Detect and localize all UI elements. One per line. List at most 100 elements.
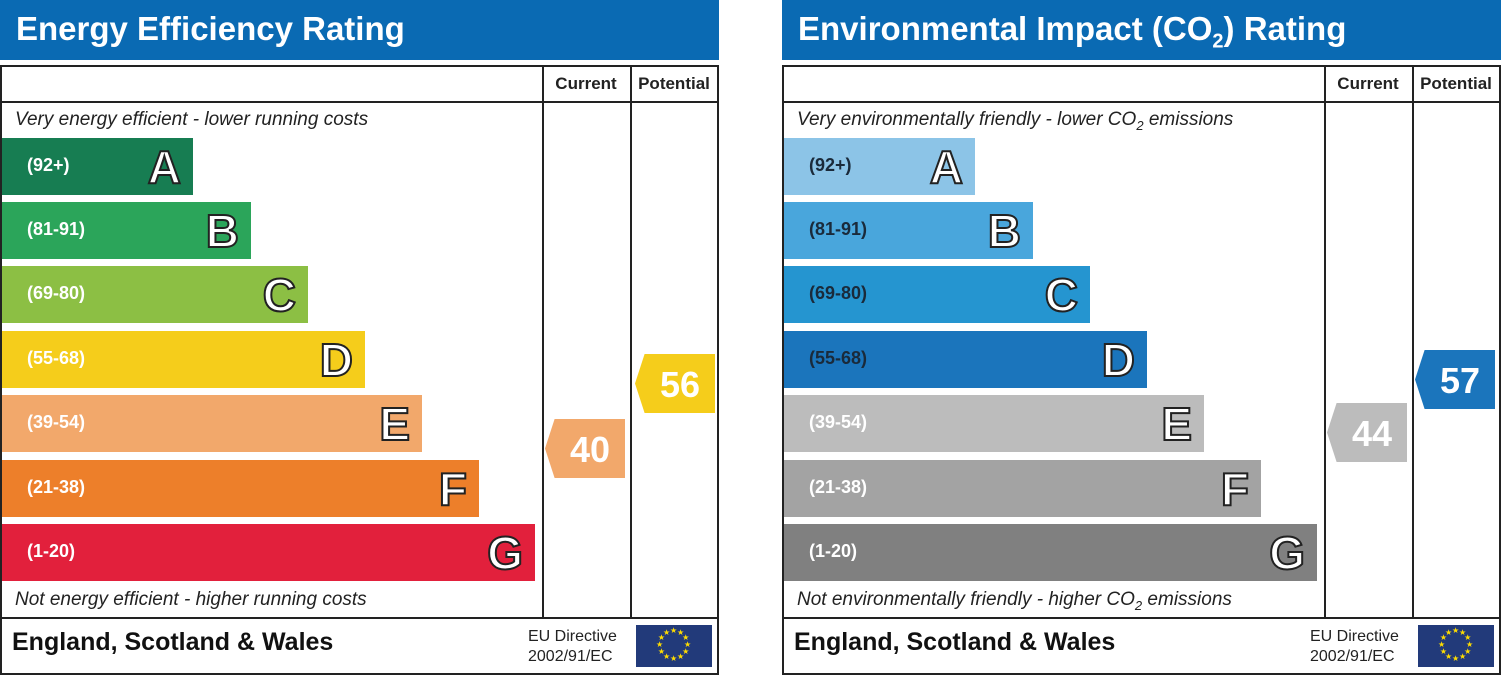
eu-directive: EU Directive 2002/91/EC	[528, 627, 617, 667]
note-sub: 2	[1134, 597, 1143, 613]
star-icon: ★	[1452, 654, 1460, 663]
top-note: Very environmentally friendly - lower CO…	[797, 109, 1233, 133]
band-range: (21-38)	[27, 477, 86, 497]
column-divider	[630, 65, 632, 618]
band-letter: F	[1220, 462, 1250, 516]
star-icon: ★	[684, 640, 692, 649]
band-a: (92+) A	[2, 138, 193, 195]
star-icon: ★	[670, 654, 678, 663]
star-icon: ★	[663, 627, 671, 637]
band-letter: A	[147, 140, 182, 194]
band-letter: G	[486, 526, 524, 580]
directive-number: 2002/91/EC	[528, 648, 613, 665]
column-divider	[1412, 65, 1414, 618]
star-icon: ★	[677, 627, 685, 637]
band-range: (69-80)	[27, 283, 86, 303]
band-range: (1-20)	[809, 541, 858, 561]
row-divider	[782, 101, 1501, 103]
directive-line: EU Directive	[1310, 628, 1399, 645]
band-letter: D	[1101, 333, 1136, 387]
directive-line: EU Directive	[528, 628, 617, 645]
band-letter: B	[205, 204, 240, 258]
column-divider	[542, 65, 544, 618]
band-b: (81-91) B	[784, 202, 1033, 259]
bottom-note: Not environmentally friendly - higher CO…	[797, 589, 1232, 613]
title-sub: 2	[1212, 30, 1224, 53]
band-d: (55-68) D	[784, 331, 1147, 388]
band-a: (92+) A	[784, 138, 975, 195]
note-text: Not environmentally friendly - higher CO	[797, 589, 1135, 610]
band-letter: E	[1160, 397, 1193, 451]
band-f: (21-38) F	[784, 460, 1261, 517]
band-range: (92+)	[809, 155, 852, 175]
star-icon: ★	[657, 647, 666, 656]
star-icon: ★	[1445, 627, 1453, 637]
band-letter: C	[1044, 268, 1079, 322]
star-icon: ★	[1445, 652, 1453, 662]
band-letter: A	[929, 140, 964, 194]
star-icon: ★	[1459, 627, 1467, 637]
panel-title: Energy Efficiency Rating	[0, 0, 719, 60]
footer-region: England, Scotland & Wales	[794, 628, 1116, 656]
note-end: emissions	[1142, 589, 1232, 610]
band-g: (1-20) G	[2, 524, 535, 581]
band-letter: F	[438, 462, 468, 516]
eu-flag-icon: ★ ★ ★ ★ ★ ★ ★ ★ ★ ★ ★ ★	[1418, 625, 1494, 667]
star-icon: ★	[656, 640, 664, 649]
column-divider	[1324, 65, 1326, 618]
star-icon: ★	[1466, 640, 1474, 649]
band-letter: E	[378, 397, 411, 451]
star-icon: ★	[682, 633, 690, 642]
band-range: (69-80)	[809, 283, 868, 303]
band-range: (92+)	[27, 155, 70, 175]
band-g: (1-20) G	[784, 524, 1317, 581]
row-divider	[0, 617, 719, 619]
star-icon: ★	[1464, 647, 1472, 656]
band-range: (39-54)	[809, 412, 868, 432]
band-range: (81-91)	[809, 219, 868, 239]
top-note: Very energy efficient - lower running co…	[15, 109, 369, 130]
title-text: Environmental Impact (CO	[798, 10, 1213, 47]
note-sub: 2	[1136, 117, 1144, 133]
star-icon: ★	[1452, 626, 1460, 635]
band-f: (21-38) F	[2, 460, 479, 517]
band-letter: C	[262, 268, 297, 322]
band-range: (1-20)	[27, 541, 76, 561]
current-header: Current	[1337, 74, 1399, 93]
star-icon: ★	[657, 633, 666, 642]
current-rating-arrow: 44	[1327, 403, 1407, 462]
rating-table	[782, 65, 1501, 675]
star-icon: ★	[670, 626, 678, 635]
potential-rating-arrow: 56	[635, 354, 715, 413]
note-end: emissions	[1143, 109, 1234, 130]
directive-number: 2002/91/EC	[1310, 648, 1395, 665]
band-d: (55-68) D	[2, 331, 365, 388]
title-text: Energy Efficiency Rating	[16, 10, 405, 47]
band-letter: G	[1268, 526, 1306, 580]
star-icon: ★	[677, 652, 685, 662]
footer-region: England, Scotland & Wales	[12, 628, 334, 656]
row-divider	[0, 101, 719, 103]
eu-directive: EU Directive 2002/91/EC	[1310, 627, 1399, 667]
band-c: (69-80) C	[784, 266, 1090, 323]
current-header: Current	[555, 74, 617, 93]
bottom-note: Not energy efficient - higher running co…	[15, 589, 367, 610]
current-rating-arrow: 40	[545, 419, 625, 478]
band-e: (39-54) E	[2, 395, 422, 452]
band-range: (81-91)	[27, 219, 86, 239]
band-range: (21-38)	[809, 477, 868, 497]
band-range: (55-68)	[809, 348, 868, 368]
band-letter: D	[319, 333, 354, 387]
note-text: Very environmentally friendly - lower CO	[797, 109, 1137, 130]
potential-header: Potential	[638, 74, 710, 93]
star-icon: ★	[663, 652, 671, 662]
potential-header: Potential	[1420, 74, 1492, 93]
band-b: (81-91) B	[2, 202, 251, 259]
star-icon: ★	[1464, 633, 1472, 642]
band-c: (69-80) C	[2, 266, 308, 323]
title-end: ) Rating	[1223, 10, 1347, 47]
band-letter: B	[987, 204, 1022, 258]
star-icon: ★	[1459, 652, 1467, 662]
energy-efficiency-panel: Energy Efficiency Rating Current Potenti…	[0, 0, 719, 675]
eu-flag-icon: ★ ★ ★ ★ ★ ★ ★ ★ ★ ★ ★ ★	[636, 625, 712, 667]
